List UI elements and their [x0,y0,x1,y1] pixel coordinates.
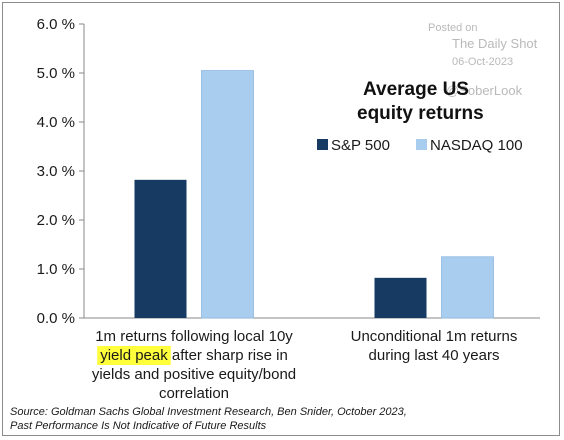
watermark: Posted on The Daily Shot 06-Oct-2023 @So… [428,22,538,98]
bar-nasdaq100-0 [201,70,254,319]
y-axis: 0.0 % 1.0 % 2.0 % 3.0 % 4.0 % 5.0 % 6.0 % [37,16,540,327]
category-label-line: yields and positive equity/bond [92,366,296,383]
y-tick-label: 4.0 % [37,114,75,131]
category-label-line: 1m returns following local 10y [95,328,293,345]
source-line-2: Past Performance Is Not Indicative of Fu… [10,419,267,432]
y-tick-label: 0.0 % [37,310,75,327]
legend-label-sp500: S&P 500 [331,137,390,154]
chart-title-line-2: equity returns [357,103,484,124]
watermark-site: The Daily Shot [452,36,538,51]
watermark-posted-on: Posted on [428,22,478,34]
chart-title: Average US equity returns [357,79,484,124]
category-labels: 1m returns following local 10y yield peak… [92,328,518,402]
category-label-line: Unconditional 1m returns [351,328,518,345]
bar-sp500-0 [134,179,187,318]
legend-label-nasdaq100: NASDAQ 100 [430,137,523,154]
category-label-line: correlation [159,385,229,402]
source-note: Source: Goldman Sachs Global Investment … [10,406,550,433]
category-label-line: during last 40 years [369,347,500,364]
category-label-line: yield peak after sharp rise in [100,347,288,364]
y-tick-label: 6.0 % [37,16,75,33]
bar-sp500-1 [374,277,427,318]
legend-swatch-sp500 [317,139,328,150]
y-tick-label: 1.0 % [37,261,75,278]
source-line-1: Source: Goldman Sachs Global Investment … [10,406,407,418]
y-tick-label: 5.0 % [37,65,75,82]
watermark-brand: @SoberLook [446,83,523,98]
bars [134,70,494,319]
yield-peak-highlight [97,346,171,365]
legend-swatch-nasdaq100 [416,139,427,150]
legend: S&P 500 NASDAQ 100 [317,137,523,154]
y-tick-label: 2.0 % [37,212,75,229]
y-tick-label: 3.0 % [37,163,75,180]
chart-title-line-1: Average US [363,79,469,100]
watermark-date: 06-Oct-2023 [452,56,513,68]
bar-nasdaq100-1 [441,256,494,319]
chart-frame [2,2,560,436]
